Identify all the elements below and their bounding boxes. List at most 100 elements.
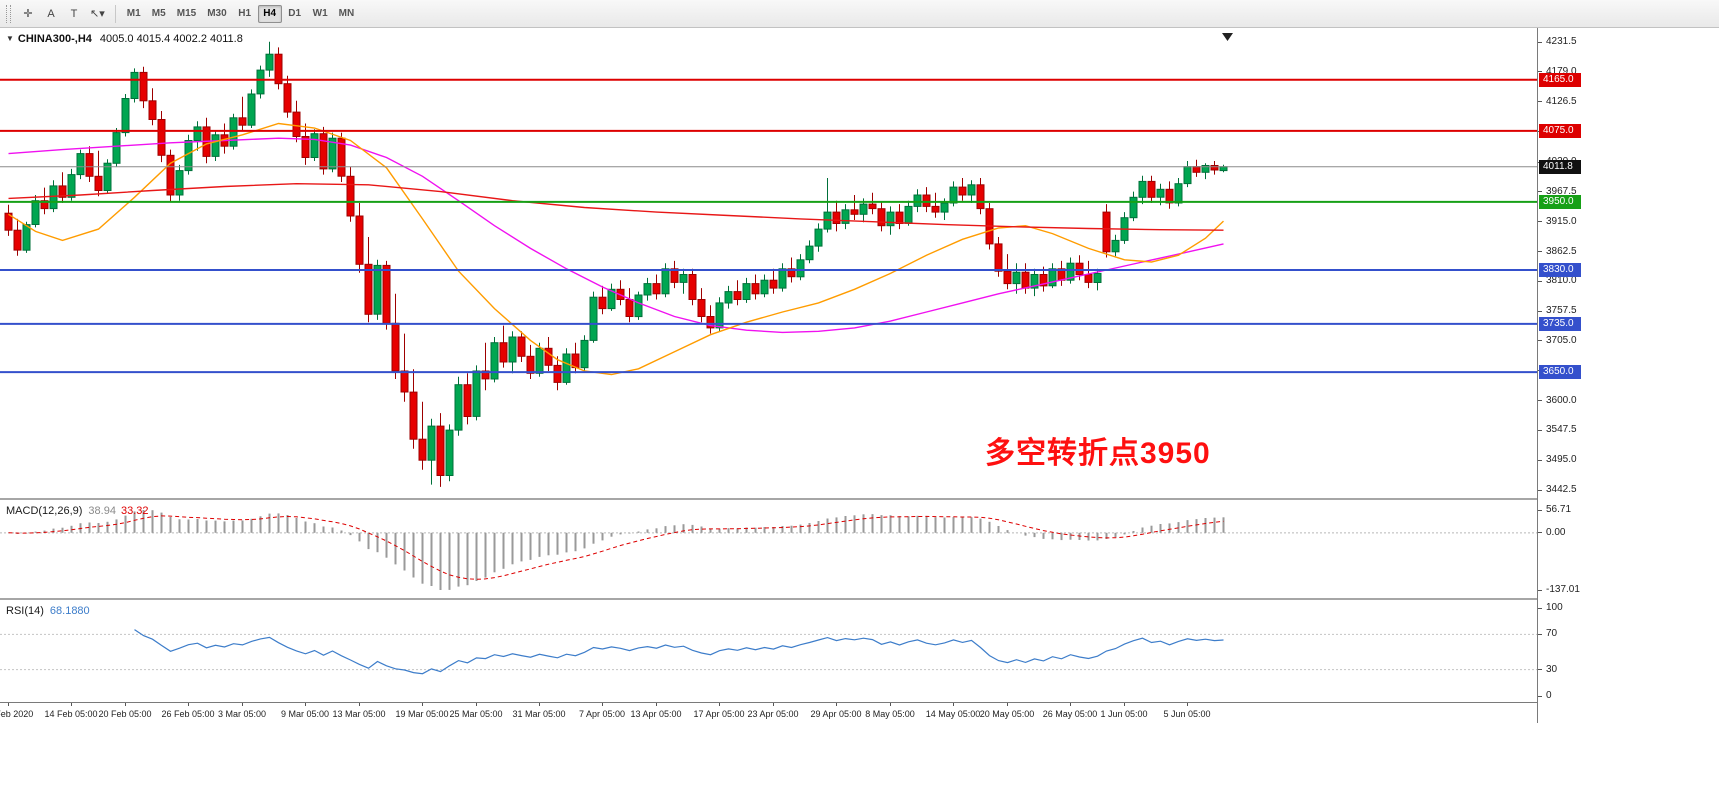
- panel-separator[interactable]: [0, 598, 1719, 600]
- time-tick-mark: [188, 703, 189, 706]
- price-level-tag: 3950.0: [1539, 194, 1581, 209]
- collapse-icon[interactable]: ▼: [6, 34, 14, 43]
- macd-tick-mark: [1538, 532, 1542, 534]
- price-tick-label: 4126.5: [1546, 95, 1577, 107]
- timeframe-h4-button[interactable]: H4: [257, 4, 282, 23]
- rsi-tick-mark: [1538, 669, 1542, 671]
- rsi-axis-label: 0: [1546, 690, 1552, 701]
- timeframe-buttons-group: M1 M5 M15 M30 H1 H4 D1 W1 MN: [122, 4, 359, 23]
- price-chart-panel[interactable]: ▼ CHINA300-,H4 4005.0 4015.4 4002.2 4011.8…: [0, 28, 1537, 498]
- time-axis-label: 1 Jun 05:00: [1100, 709, 1148, 719]
- time-axis-label: 14 Feb 05:00: [44, 709, 98, 719]
- price-tick-mark: [1538, 459, 1542, 461]
- rsi-canvas[interactable]: [0, 600, 1537, 702]
- toolbar-separator: [114, 4, 116, 23]
- price-tick-label: 4179.0: [1546, 65, 1577, 77]
- time-axis-label: 9 Mar 05:00: [280, 709, 330, 719]
- rsi-label: RSI(14): [6, 605, 44, 617]
- time-axis-label: 5 Jun 05:00: [1163, 709, 1211, 719]
- price-tick-label: 3862.5: [1546, 245, 1577, 257]
- timeframe-m1-button[interactable]: M1: [126, 8, 141, 19]
- macd-tick-mark: [1538, 589, 1542, 591]
- horizontal-levels-layer[interactable]: [0, 78, 1537, 374]
- timeframe-d1-button[interactable]: D1: [288, 8, 302, 19]
- timeframe-w1-button[interactable]: W1: [312, 8, 328, 19]
- price-tick-label: 3442.5: [1546, 484, 1577, 495]
- macd-panel[interactable]: MACD(12,26,9) 38.94 33.32: [0, 500, 1537, 598]
- symbol-label: CHINA300-,H4: [17, 33, 92, 45]
- macd-axis-label: 0.00: [1546, 526, 1566, 538]
- time-tick-mark: [1070, 703, 1071, 706]
- time-tick-mark: [890, 703, 891, 706]
- macd-signal-line: [8, 515, 1224, 580]
- time-tick-mark: [836, 703, 837, 706]
- text-label-button[interactable]: T: [70, 7, 78, 20]
- rsi-axis-label: 100: [1546, 602, 1563, 613]
- time-axis-label: 8 May 05:00: [865, 709, 915, 719]
- price-tick-mark: [1538, 101, 1542, 103]
- timeframe-mn-button[interactable]: MN: [338, 8, 355, 19]
- time-axis-label: 26 May 05:00: [1042, 709, 1098, 719]
- time-tick-mark: [953, 703, 954, 706]
- time-tick-mark: [359, 703, 360, 706]
- price-level-tag: 4075.0: [1539, 123, 1581, 138]
- timeframe-m30-button[interactable]: M30: [207, 8, 227, 19]
- time-tick-mark: [476, 703, 477, 706]
- toolbar-grip[interactable]: [6, 4, 11, 23]
- price-tick-mark: [1538, 71, 1542, 73]
- price-tick-mark: [1538, 251, 1542, 253]
- price-tick-mark: [1538, 310, 1542, 312]
- time-axis-label: 7 Apr 05:00: [578, 709, 626, 719]
- time-tick-mark: [422, 703, 423, 706]
- time-axis-label: 13 Apr 05:00: [630, 709, 682, 719]
- rsi-line: [134, 629, 1224, 675]
- price-tick-mark: [1538, 400, 1542, 402]
- price-axis-rsi: 100 70 30 0: [1538, 600, 1719, 702]
- time-axis-label: 17 Apr 05:00: [693, 709, 745, 719]
- macd-canvas[interactable]: [0, 500, 1537, 598]
- price-axis-main: 4231.54179.04126.54074.04020.03967.53915…: [1538, 28, 1719, 498]
- rsi-panel[interactable]: RSI(14) 68.1880: [0, 600, 1537, 702]
- rsi-tick-mark: [1538, 695, 1542, 697]
- time-axis-label: 13 Mar 05:00: [332, 709, 386, 719]
- time-axis-label: 26 Feb 05:00: [161, 709, 215, 719]
- candles-layer: [4, 41, 1228, 487]
- time-tick-mark: [602, 703, 603, 706]
- price-tick-label: 3547.5: [1546, 424, 1577, 436]
- price-tick-label: 3915.0: [1546, 215, 1577, 227]
- timeframe-h1-button[interactable]: H1: [238, 8, 252, 19]
- panel-separator[interactable]: [0, 498, 1719, 500]
- time-axis-label: 25 Mar 05:00: [449, 709, 503, 719]
- price-tick-mark: [1538, 41, 1542, 43]
- time-tick-mark: [773, 703, 774, 706]
- timeframe-m15-button[interactable]: M15: [176, 8, 197, 19]
- time-tick-mark: [1007, 703, 1008, 706]
- macd-label: MACD(12,26,9): [6, 505, 83, 517]
- price-tick-label: 3600.0: [1546, 394, 1577, 406]
- chart-shift-marker[interactable]: [1222, 33, 1233, 41]
- drawing-tools-group: ✛ A T ↖▾: [17, 4, 109, 24]
- price-tick-mark: [1538, 191, 1542, 193]
- macd-tick-mark: [1538, 509, 1542, 511]
- price-level-tag: 3650.0: [1539, 365, 1581, 380]
- ma-slow-red: [8, 182, 1224, 231]
- price-axis[interactable]: 4231.54179.04126.54074.04020.03967.53915…: [1537, 28, 1719, 723]
- time-axis-label: 31 Mar 05:00: [512, 709, 566, 719]
- ohlc-values: 4005.0 4015.4 4002.2 4011.8: [99, 33, 243, 45]
- crosshair-tool-button[interactable]: ✛: [23, 8, 33, 20]
- price-tick-mark: [1538, 280, 1542, 282]
- timeframe-m5-button[interactable]: M5: [151, 8, 166, 19]
- time-tick-mark: [656, 703, 657, 706]
- chart-annotation-text[interactable]: 多空转折点3950: [985, 437, 1211, 470]
- rsi-tick-mark: [1538, 607, 1542, 609]
- time-axis-label: 10 Feb 2020: [0, 709, 34, 719]
- text-annotation-button[interactable]: A: [47, 7, 55, 20]
- time-axis-label: 29 Apr 05:00: [810, 709, 862, 719]
- arrow-objects-dropdown[interactable]: ↖▾: [90, 8, 105, 20]
- price-tick-label: 3967.5: [1546, 185, 1577, 197]
- macd-axis-label: -137.01: [1546, 584, 1580, 595]
- time-tick-mark: [1124, 703, 1125, 706]
- price-chart-canvas[interactable]: [0, 28, 1537, 498]
